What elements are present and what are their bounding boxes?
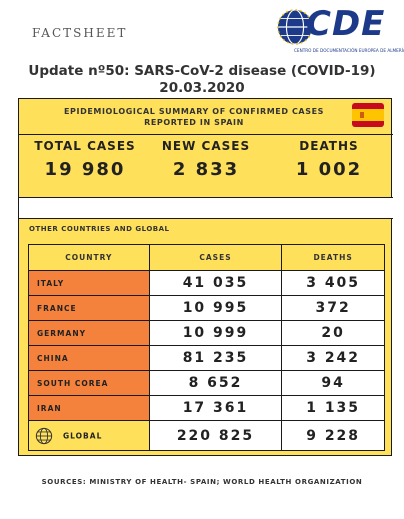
factsheet-label: FACTSHEET (32, 26, 128, 40)
cases-column-header: CASES (148, 244, 283, 271)
table-row: FRANCE 10 995 372 (28, 295, 385, 321)
global-deaths: 9 228 (281, 420, 385, 451)
country-name: CHINA (28, 345, 150, 371)
country-cases: 17 361 (148, 395, 283, 421)
global-row: GLOBAL 220 825 9 228 (28, 420, 385, 451)
summary-title: EPIDEMIOLOGICAL SUMMARY OF CONFIRMED CAS… (59, 106, 329, 128)
country-cases: 8 652 (148, 370, 283, 396)
country-deaths: 20 (281, 320, 385, 346)
country-name: SOUTH COREA (28, 370, 150, 396)
country-cases: 10 995 (148, 295, 283, 321)
total-cases-value: 19 980 (44, 159, 126, 180)
country-cases: 81 235 (148, 345, 283, 371)
sources-footnote: SOURCES: MINISTRY OF HEALTH- SPAIN; WORL… (41, 478, 363, 486)
country-cases: 10 999 (148, 320, 283, 346)
deaths-stat: DEATHS 1 002 (269, 139, 389, 180)
summary-header: EPIDEMIOLOGICAL SUMMARY OF CONFIRMED CAS… (19, 99, 393, 135)
update-title-line1: Update nº50: SARS-CoV-2 disease (COVID-1… (28, 63, 376, 79)
country-deaths: 1 135 (281, 395, 385, 421)
country-cases: 41 035 (148, 270, 283, 296)
table-row: GERMANY 10 999 20 (28, 320, 385, 346)
country-deaths: 3 242 (281, 345, 385, 371)
total-cases-label: TOTAL CASES (34, 139, 136, 153)
country-deaths: 94 (281, 370, 385, 396)
deaths-column-header: DEATHS (281, 244, 385, 271)
new-cases-value: 2 833 (172, 159, 240, 180)
logo-subtitle: CENTRO DE DOCUMENTACIÓN EUROPEA DE ALMER… (294, 48, 404, 53)
summary-card: EPIDEMIOLOGICAL SUMMARY OF CONFIRMED CAS… (18, 98, 393, 456)
country-name: IRAN (28, 395, 150, 421)
cde-logo: CDE CENTRO DE DOCUMENTACIÓN EUROPEA DE A… (276, 4, 404, 60)
global-label: GLOBAL (63, 431, 103, 440)
spain-flag-icon (352, 103, 384, 127)
table-row: IRAN 17 361 1 135 (28, 395, 385, 421)
country-name: ITALY (28, 270, 150, 296)
country-deaths: 3 405 (281, 270, 385, 296)
logo-text: CDE (306, 4, 386, 44)
countries-table: COUNTRY CASES DEATHS ITALY 41 035 3 405 … (28, 244, 385, 451)
total-cases-stat: TOTAL CASES 19 980 (25, 139, 145, 180)
country-name: FRANCE (28, 295, 150, 321)
new-cases-stat: NEW CASES 2 833 (146, 139, 266, 180)
deaths-label: DEATHS (299, 139, 359, 153)
global-label-cell: GLOBAL (28, 420, 150, 451)
update-title: Update nº50: SARS-CoV-2 disease (COVID-1… (0, 63, 404, 97)
blank-divider-row (19, 197, 393, 219)
country-column-header: COUNTRY (28, 244, 150, 271)
table-header-row: COUNTRY CASES DEATHS (28, 244, 385, 271)
deaths-value: 1 002 (295, 159, 363, 180)
update-date: 20.03.2020 (159, 80, 245, 96)
summary-title-line1: EPIDEMIOLOGICAL SUMMARY OF CONFIRMED CAS… (63, 107, 325, 116)
country-deaths: 372 (281, 295, 385, 321)
table-row: ITALY 41 035 3 405 (28, 270, 385, 296)
new-cases-label: NEW CASES (161, 139, 251, 153)
summary-title-line2: REPORTED IN SPAIN (144, 118, 244, 127)
table-row: CHINA 81 235 3 242 (28, 345, 385, 371)
country-name: GERMANY (28, 320, 150, 346)
globe-icon (35, 427, 53, 444)
global-cases: 220 825 (148, 420, 283, 451)
eu-globe-icon (277, 9, 313, 45)
other-countries-label: OTHER COUNTRIES AND GLOBAL (29, 225, 170, 233)
table-row: SOUTH COREA 8 652 94 (28, 370, 385, 396)
